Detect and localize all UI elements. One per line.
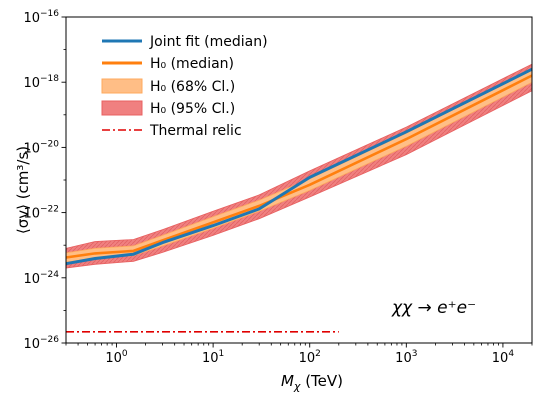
y-tick-label: 10−26: [23, 335, 59, 352]
x-tick-label: 104: [492, 349, 515, 366]
legend: Joint fit (median) H₀ (median) H₀ (68% C…: [101, 34, 268, 139]
x-tick-label: 100: [105, 349, 128, 366]
y-tick-label: 10−22: [23, 205, 59, 222]
axis-ticks: 100 101 102 103 104 10−26 10−24 10−22 10−20 10−18…: [23, 9, 533, 366]
y-tick-label: 10−16: [23, 9, 59, 26]
x-tick-label: 103: [395, 349, 417, 366]
x-axis-label: Mχ (TeV): [281, 372, 343, 393]
x-tick-label: 102: [299, 349, 321, 366]
legend-label-h0-95: H₀ (95% Cl.): [150, 101, 235, 117]
legend-swatch-h0-68: [101, 78, 143, 94]
series-joint-fit-median: [65, 67, 533, 266]
legend-swatch-h0-95: [101, 100, 143, 116]
confidence-bands: [65, 63, 533, 269]
legend-label-h0-median: H₀ (median): [150, 56, 234, 72]
y-tick-label: 10−24: [23, 270, 59, 287]
y-tick-label: 10−20: [23, 139, 59, 156]
y-axis-label: ⟨σv⟩ (cm³/s): [14, 146, 32, 234]
y-tick-label: 10−18: [23, 74, 59, 91]
band-h0-95: [65, 63, 533, 269]
band-h0-68: [65, 69, 533, 263]
legend-label-thermal-relic: Thermal relic: [149, 123, 242, 139]
legend-label-h0-68: H₀ (68% Cl.): [150, 79, 235, 95]
legend-label-joint-fit: Joint fit (median): [149, 34, 268, 50]
x-tick-label: 101: [202, 349, 224, 366]
process-annotation: χχ → e⁺e⁻: [391, 298, 476, 318]
median-lines: [65, 67, 533, 266]
series-h0-median: [65, 74, 533, 259]
